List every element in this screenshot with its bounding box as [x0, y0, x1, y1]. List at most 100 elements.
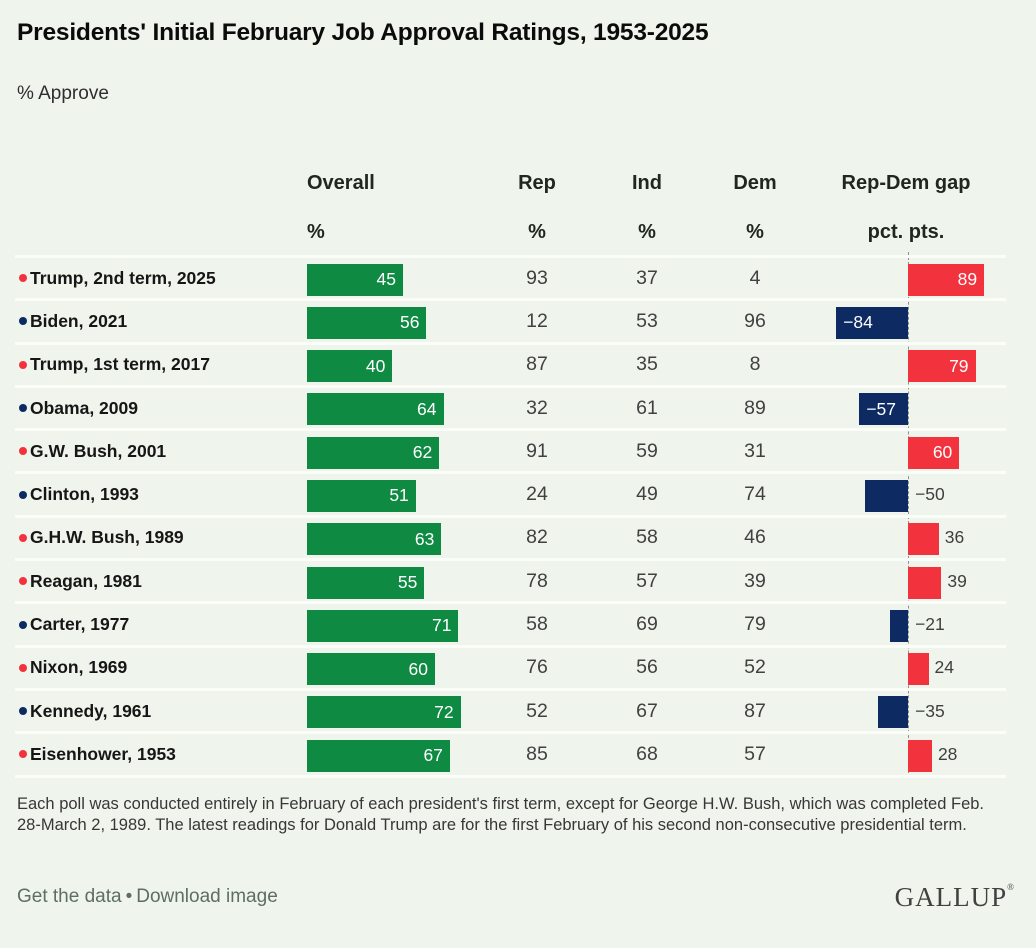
- dem-value: 89: [744, 396, 766, 419]
- president-label: Carter, 1977: [30, 614, 130, 635]
- table-row: Eisenhower, 1953 67 85 68 57 28: [15, 731, 1006, 774]
- dem-value: 31: [744, 439, 766, 462]
- rep-value: 82: [526, 526, 548, 549]
- rep-dem-gap-bar: [865, 479, 908, 512]
- president-label: Trump, 2nd term, 2025: [30, 267, 216, 288]
- gap-value: −35: [915, 700, 945, 721]
- column-header-gap: Rep-Dem gap: [841, 172, 971, 194]
- rep-dem-gap-bar: [908, 566, 942, 599]
- rep-value: 12: [526, 309, 548, 332]
- gap-value: 89: [957, 269, 978, 289]
- gap-value: −57: [866, 398, 896, 419]
- table-row: Carter, 1977 71 58 69 79 −21: [15, 601, 1006, 644]
- overall-approval-bar: 64: [307, 393, 444, 426]
- president-label: Obama, 2009: [30, 397, 138, 418]
- rep-value: 24: [526, 483, 548, 506]
- table-row: Nixon, 1969 60 76 56 52 24: [15, 644, 1006, 688]
- overall-value: 51: [389, 485, 409, 506]
- ind-value: 49: [636, 483, 658, 506]
- dem-value: 8: [749, 353, 761, 376]
- overall-approval-bar: 71: [307, 609, 459, 642]
- overall-approval-bar: 62: [307, 436, 440, 469]
- table-row: Biden, 2021 56 12 53 96 −84: [15, 298, 1006, 341]
- download-image-link[interactable]: Download image: [136, 886, 278, 907]
- column-unit-rep: %: [528, 221, 546, 243]
- party-dot-icon: [19, 447, 27, 456]
- dem-value: 46: [744, 526, 766, 549]
- president-label: Trump, 1st term, 2017: [30, 354, 210, 375]
- president-label: Reagan, 1981: [30, 570, 142, 591]
- overall-value: 62: [412, 442, 433, 463]
- president-label: Clinton, 1993: [30, 484, 139, 505]
- overall-value: 67: [423, 745, 443, 766]
- gap-value: −50: [915, 484, 945, 505]
- gap-value: 24: [934, 657, 954, 678]
- ind-value: 69: [636, 613, 658, 636]
- chart-footnote: Each poll was conducted entirely in Febr…: [17, 795, 985, 834]
- party-dot-icon: [19, 577, 27, 586]
- gap-value: 28: [937, 743, 958, 764]
- column-header-dem: Dem: [733, 172, 777, 194]
- rep-value: 87: [526, 353, 548, 376]
- table-row: Reagan, 1981 55 78 57 39 39: [15, 558, 1006, 601]
- overall-value: 55: [397, 572, 418, 593]
- column-header-ind: Ind: [632, 172, 662, 194]
- gap-value: 36: [944, 527, 965, 548]
- table-row: Trump, 1st term, 2017 40 87 35 8 79: [15, 341, 1006, 385]
- ind-value: 59: [636, 439, 658, 462]
- gap-value: −84: [843, 312, 873, 333]
- gallup-logo: GALLUP®: [894, 882, 1014, 912]
- ind-value: 58: [636, 526, 658, 549]
- column-unit-gap: pct. pts.: [867, 221, 945, 243]
- president-label: Nixon, 1969: [30, 657, 128, 678]
- overall-approval-bar: 56: [307, 306, 427, 339]
- table-row: Obama, 2009 64 32 61 89 −57: [15, 384, 1006, 428]
- overall-approval-bar: 63: [307, 523, 442, 556]
- dem-value: 96: [744, 309, 766, 332]
- party-dot-icon: [19, 360, 27, 369]
- ind-value: 56: [636, 656, 658, 679]
- overall-approval-bar: 55: [307, 566, 425, 599]
- dem-value: 52: [744, 656, 766, 679]
- president-label: G.H.W. Bush, 1989: [30, 527, 184, 548]
- rep-value: 76: [526, 656, 548, 679]
- rep-dem-gap-bar: [908, 653, 929, 686]
- rep-value: 78: [526, 569, 548, 592]
- overall-value: 45: [376, 269, 396, 289]
- rep-dem-gap-bar: [890, 609, 908, 642]
- dem-value: 87: [744, 699, 766, 722]
- rep-dem-gap-bar: −57: [859, 393, 908, 426]
- column-unit-overall: %: [307, 221, 325, 243]
- dem-value: 79: [744, 613, 766, 636]
- rep-value: 52: [526, 699, 548, 722]
- dem-value: 39: [744, 569, 766, 592]
- overall-approval-bar: 45: [307, 263, 403, 296]
- party-dot-icon: [19, 663, 27, 672]
- table-row: G.W. Bush, 2001 62 91 59 31 60: [15, 428, 1006, 471]
- table-row: G.H.W. Bush, 1989 63 82 58 46 36: [15, 514, 1006, 558]
- column-unit-dem: %: [746, 221, 764, 243]
- table-row: Kennedy, 1961 72 52 67 87 −35: [15, 687, 1006, 731]
- overall-value: 40: [365, 355, 386, 376]
- overall-value: 72: [434, 701, 454, 722]
- overall-value: 56: [399, 312, 420, 333]
- ind-value: 68: [636, 742, 658, 765]
- column-header-rep: Rep: [518, 172, 556, 194]
- overall-value: 71: [431, 615, 452, 636]
- rep-dem-gap-bar: [908, 523, 939, 556]
- president-label: Eisenhower, 1953: [30, 743, 176, 764]
- party-dot-icon: [19, 533, 27, 542]
- ind-value: 57: [636, 569, 658, 592]
- party-dot-icon: [19, 490, 27, 499]
- rep-dem-gap-bar: [908, 739, 932, 772]
- overall-approval-bar: 40: [307, 350, 393, 383]
- registered-mark-icon: ®: [1007, 882, 1014, 892]
- table-row: Trump, 2nd term, 2025 45 93 37 4 89: [15, 255, 1006, 298]
- column-unit-ind: %: [638, 221, 656, 243]
- ind-value: 53: [636, 309, 658, 332]
- rep-dem-gap-bar: −84: [836, 306, 908, 339]
- gap-value: 79: [949, 355, 969, 376]
- approval-table-rows: Trump, 2nd term, 2025 45 93 37 4 89 Bide…: [15, 255, 1006, 778]
- get-the-data-link[interactable]: Get the data: [17, 886, 122, 907]
- rep-dem-gap-bar: 60: [908, 436, 960, 469]
